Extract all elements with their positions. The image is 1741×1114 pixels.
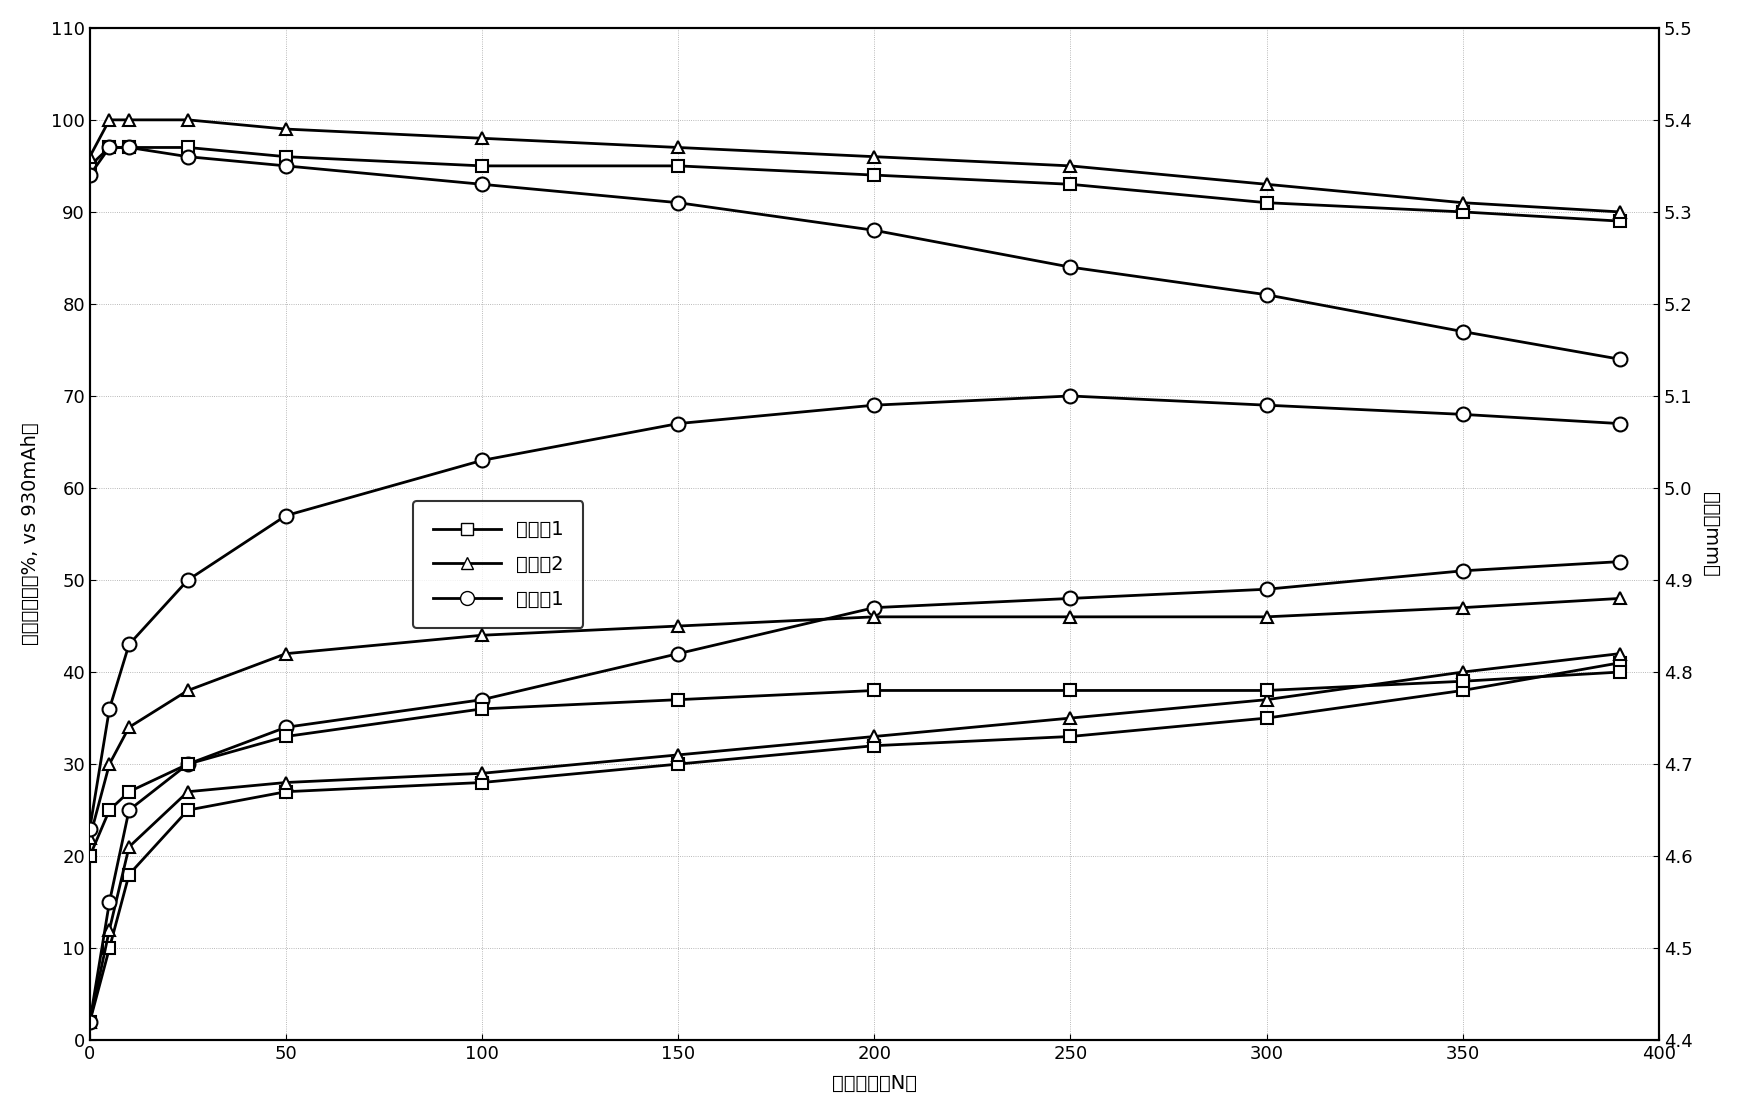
Line: 实施例1: 实施例1 xyxy=(84,141,1624,226)
Legend: 实施例1, 实施例2, 比较例1: 实施例1, 实施例2, 比较例1 xyxy=(413,501,583,628)
实施例2 xyxy=(1060,159,1081,173)
实施例1 xyxy=(275,150,296,164)
比较例1 xyxy=(1060,261,1081,274)
Y-axis label: 厉度（mm）: 厉度（mm） xyxy=(1701,491,1720,576)
比较例1 xyxy=(669,196,689,209)
实施例2 xyxy=(864,150,884,164)
实施例1 xyxy=(80,159,101,173)
实施例2 xyxy=(1255,177,1276,190)
实施例2 xyxy=(669,140,689,154)
实施例1 xyxy=(1060,177,1081,190)
比较例1 xyxy=(178,150,198,164)
实施例1 xyxy=(1609,214,1630,227)
Line: 实施例2: 实施例2 xyxy=(84,114,1626,218)
实施例1 xyxy=(99,140,120,154)
实施例2 xyxy=(1452,196,1473,209)
Line: 比较例1: 比较例1 xyxy=(84,140,1626,367)
实施例2 xyxy=(99,114,120,127)
实施例1 xyxy=(669,159,689,173)
比较例1 xyxy=(118,140,139,154)
Y-axis label: 容量维持比（%, vs 930mAh）: 容量维持比（%, vs 930mAh） xyxy=(21,422,40,645)
比较例1 xyxy=(1609,352,1630,365)
比较例1 xyxy=(472,177,493,190)
实施例2 xyxy=(472,131,493,145)
比较例1 xyxy=(1255,289,1276,302)
实施例1 xyxy=(1255,196,1276,209)
比较例1 xyxy=(99,140,120,154)
实施例2 xyxy=(80,150,101,164)
实施例1 xyxy=(864,168,884,182)
实施例2 xyxy=(178,114,198,127)
实施例1 xyxy=(1452,205,1473,218)
实施例1 xyxy=(118,140,139,154)
比较例1 xyxy=(275,159,296,173)
比较例1 xyxy=(864,224,884,237)
比较例1 xyxy=(1452,325,1473,339)
实施例1 xyxy=(178,140,198,154)
比较例1 xyxy=(80,168,101,182)
实施例2 xyxy=(275,123,296,136)
实施例2 xyxy=(118,114,139,127)
X-axis label: 循环次数（N）: 循环次数（N） xyxy=(832,1074,918,1093)
实施例2 xyxy=(1609,205,1630,218)
实施例1 xyxy=(472,159,493,173)
